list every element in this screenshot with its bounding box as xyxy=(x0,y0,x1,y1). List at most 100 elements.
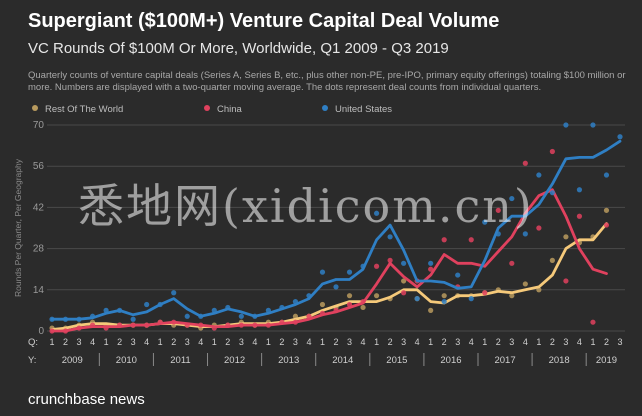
data-point-china xyxy=(536,225,542,231)
brand-logo-text: crunchbase news xyxy=(28,391,145,408)
data-point-rest-of-the-world xyxy=(509,293,515,299)
data-point-united-states xyxy=(563,122,569,128)
data-point-china xyxy=(576,213,583,219)
x-tick-label-year: 2016 xyxy=(440,355,461,366)
data-point-rest-of-the-world xyxy=(522,281,528,287)
legend-dot-united-states xyxy=(322,105,328,112)
quarter-row-label: Q: xyxy=(28,337,38,348)
data-point-united-states xyxy=(401,260,407,266)
data-point-united-states xyxy=(171,290,177,296)
data-point-china xyxy=(590,319,596,325)
legend-label-united-states: United States xyxy=(335,104,393,115)
x-tick-label-year: 2013 xyxy=(278,355,299,366)
x-tick-label-quarter: 4 xyxy=(90,337,95,347)
x-tick-label-quarter: 3 xyxy=(185,337,190,347)
data-point-united-states xyxy=(509,195,515,202)
data-point-china xyxy=(401,290,407,296)
data-point-united-states xyxy=(414,296,420,302)
chart-description: Quarterly counts of venture capital deal… xyxy=(28,70,626,93)
x-tick-label-quarter: 3 xyxy=(77,337,82,347)
x-tick-label-quarter: 1 xyxy=(482,337,487,347)
data-point-united-states xyxy=(130,316,136,322)
x-tick-label-quarter: 2 xyxy=(171,337,176,347)
legend-item-rest-of-world: Rest Of The World xyxy=(32,104,123,115)
x-tick-label-year: 2018 xyxy=(549,355,570,366)
data-point-united-states xyxy=(576,187,583,193)
x-tick-label-year: 2009 xyxy=(62,355,83,366)
x-tick-label-year: 2015 xyxy=(386,355,407,366)
data-point-rest-of-the-world xyxy=(441,293,447,299)
x-tick-label-quarter: 1 xyxy=(536,337,541,347)
x-tick-label-year: 2014 xyxy=(332,355,353,366)
data-point-china xyxy=(468,237,474,243)
data-point-united-states xyxy=(428,260,434,266)
data-point-china xyxy=(495,207,501,213)
x-tick-label-quarter: 1 xyxy=(104,337,109,347)
x-tick-label-quarter: 3 xyxy=(239,337,244,347)
data-point-united-states xyxy=(373,210,380,216)
data-point-china xyxy=(428,266,434,272)
x-tick-label-quarter: 1 xyxy=(212,337,217,347)
legend-item-united-states: United States xyxy=(322,104,392,115)
legend-dot-china xyxy=(204,105,210,112)
x-tick-label-quarter: 2 xyxy=(63,337,68,347)
x-tick-label-quarter: 2 xyxy=(333,337,338,347)
x-tick-label-quarter: 3 xyxy=(509,337,514,347)
chart-subtitle: VC Rounds Of $100M Or More, Worldwide, Q… xyxy=(28,40,449,57)
y-tick-label: 28 xyxy=(33,244,45,255)
y-tick-label: 56 xyxy=(33,161,45,172)
data-point-united-states xyxy=(455,272,461,278)
legend-label-china: China xyxy=(217,104,242,115)
x-tick-label-quarter: 3 xyxy=(131,337,136,347)
data-point-united-states xyxy=(333,284,339,290)
x-tick-label-quarter: 3 xyxy=(347,337,352,347)
data-point-rest-of-the-world xyxy=(563,234,569,240)
x-tick-label-quarter: 1 xyxy=(374,337,379,347)
x-tick-label-quarter: 3 xyxy=(455,337,460,347)
data-point-united-states xyxy=(536,172,542,178)
data-point-united-states xyxy=(184,313,190,319)
x-tick-label-quarter: 1 xyxy=(320,337,325,347)
y-tick-label: 14 xyxy=(33,285,45,296)
x-tick-label-quarter: 2 xyxy=(442,337,447,347)
x-tick-label-quarter: 1 xyxy=(428,337,433,347)
data-point-united-states xyxy=(238,313,244,319)
x-tick-label-quarter: 1 xyxy=(158,337,163,347)
x-tick-label-year: 2011 xyxy=(170,355,190,366)
data-point-china xyxy=(373,263,380,269)
x-tick-label-quarter: 4 xyxy=(361,337,366,347)
data-point-united-states xyxy=(482,219,488,225)
y-tick-label: 70 xyxy=(33,120,45,131)
x-tick-label-quarter: 3 xyxy=(401,337,406,347)
x-tick-label-quarter: 4 xyxy=(523,337,528,347)
data-point-china xyxy=(603,222,610,228)
x-tick-label-quarter: 3 xyxy=(617,337,622,347)
x-tick-label-quarter: 4 xyxy=(252,337,257,347)
data-point-united-states xyxy=(549,190,555,196)
series-line-china xyxy=(50,188,608,333)
data-point-rest-of-the-world xyxy=(603,207,610,213)
x-tick-label-quarter: 1 xyxy=(266,337,271,347)
legend-item-china: China xyxy=(204,104,242,115)
data-point-china xyxy=(509,260,515,266)
x-tick-label-year: 2010 xyxy=(116,355,137,366)
data-point-china xyxy=(563,278,569,284)
data-point-united-states xyxy=(144,301,150,308)
data-point-rest-of-the-world xyxy=(401,278,407,284)
x-tick-label-quarter: 2 xyxy=(225,337,230,347)
data-point-rest-of-the-world xyxy=(346,293,353,299)
x-tick-label-quarter: 4 xyxy=(198,337,203,347)
data-point-rest-of-the-world xyxy=(373,293,380,299)
x-tick-label-quarter: 4 xyxy=(306,337,311,347)
x-tick-label-quarter: 3 xyxy=(293,337,298,347)
x-tick-label-quarter: 2 xyxy=(279,337,284,347)
data-point-united-states xyxy=(603,172,610,178)
x-tick-label-quarter: 4 xyxy=(415,337,420,347)
data-point-rest-of-the-world xyxy=(360,304,366,311)
chart-title: Supergiant ($100M+) Venture Capital Deal… xyxy=(28,10,500,32)
y-axis-label: Rounds Per Quarter, Per Geography xyxy=(13,158,23,297)
y-tick-label: 0 xyxy=(38,326,44,337)
data-point-united-states xyxy=(468,296,474,302)
series-line-united-states xyxy=(50,139,622,321)
x-tick-label-year: 2019 xyxy=(596,355,617,366)
